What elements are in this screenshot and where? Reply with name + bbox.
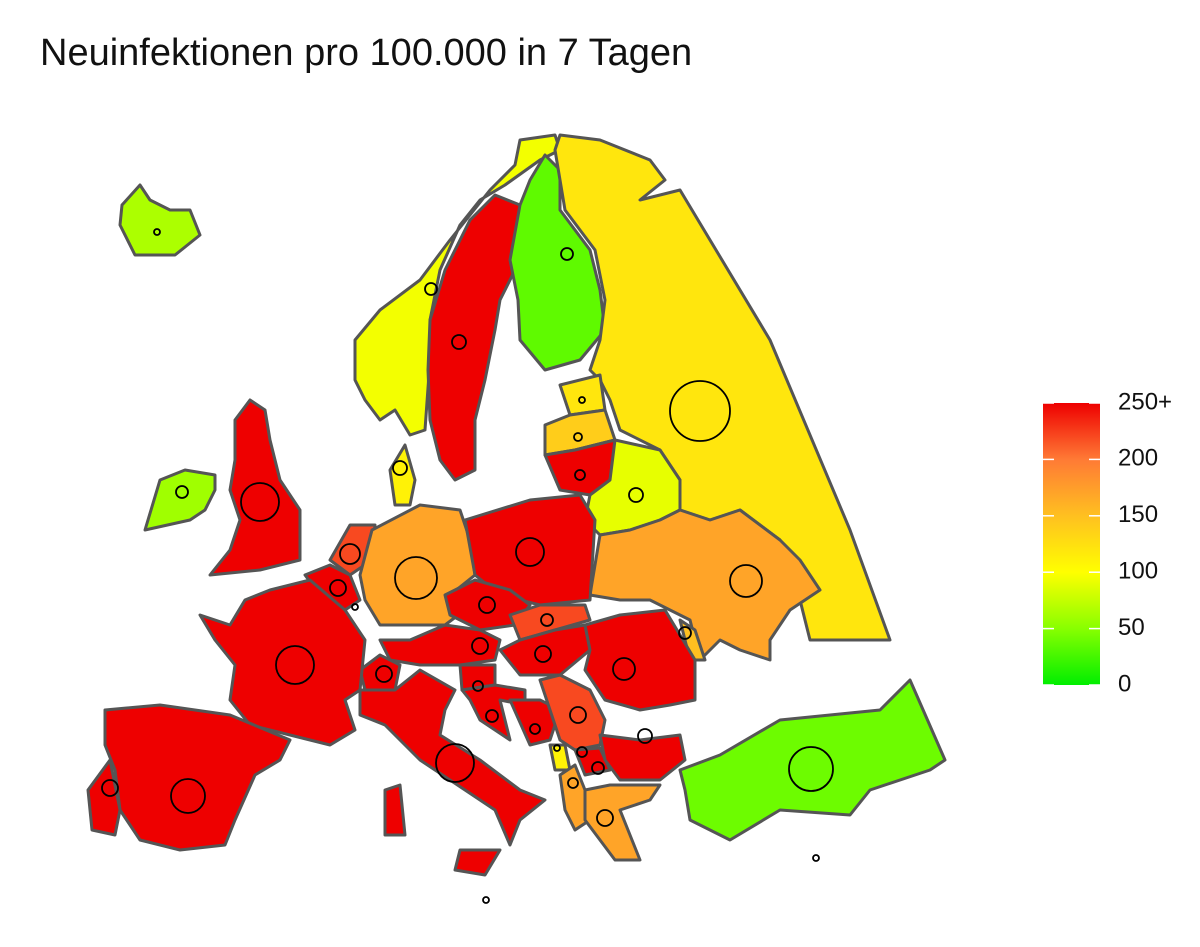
chart-title: Neuinfektionen pro 100.000 in 7 Tagen bbox=[40, 32, 692, 74]
region bbox=[103, 703, 292, 852]
colorbar bbox=[1043, 403, 1100, 685]
region bbox=[143, 468, 217, 532]
population-circle bbox=[534, 645, 552, 663]
region bbox=[588, 508, 822, 662]
population-circle bbox=[472, 680, 484, 692]
colorbar-label: 50 bbox=[1118, 614, 1145, 641]
region bbox=[86, 758, 122, 837]
population-circle bbox=[485, 709, 499, 723]
population-circle bbox=[375, 665, 393, 683]
regions bbox=[86, 133, 947, 877]
circles bbox=[101, 228, 834, 904]
region bbox=[353, 133, 562, 437]
region bbox=[558, 373, 607, 417]
region bbox=[208, 398, 302, 577]
region bbox=[383, 783, 407, 837]
region bbox=[583, 783, 662, 862]
population-circle bbox=[392, 460, 408, 476]
population-circle bbox=[788, 746, 834, 792]
region bbox=[358, 653, 402, 692]
region bbox=[358, 668, 547, 847]
population-circle bbox=[275, 645, 315, 685]
population-circle bbox=[591, 761, 605, 775]
population-circle bbox=[424, 282, 438, 296]
colorbar-label: 0 bbox=[1118, 670, 1131, 697]
region bbox=[378, 623, 502, 667]
population-circle bbox=[478, 596, 496, 614]
legend: 0 50 100 150 200 250+ bbox=[1043, 388, 1172, 697]
region bbox=[118, 183, 202, 257]
colorbar-label: 200 bbox=[1118, 445, 1158, 472]
population-circle bbox=[729, 564, 763, 598]
population-circle bbox=[574, 469, 586, 481]
population-circle bbox=[573, 432, 583, 442]
population-circle bbox=[553, 744, 561, 752]
population-circle bbox=[578, 396, 586, 404]
population-circle bbox=[329, 579, 347, 597]
population-circle bbox=[435, 743, 475, 783]
region bbox=[583, 608, 697, 712]
population-circle bbox=[637, 728, 653, 744]
population-circle bbox=[576, 746, 588, 758]
region bbox=[426, 193, 532, 482]
population-circle bbox=[451, 334, 467, 350]
population-circle bbox=[339, 543, 361, 565]
population-circle bbox=[170, 778, 206, 814]
population-circle bbox=[471, 637, 489, 655]
colorbar-label: 150 bbox=[1118, 501, 1158, 528]
population-circle bbox=[101, 779, 119, 797]
population-circle bbox=[669, 380, 731, 442]
population-circle bbox=[482, 896, 490, 904]
region bbox=[678, 678, 947, 842]
population-circle bbox=[540, 613, 554, 627]
population-circle bbox=[612, 657, 636, 681]
population-circle bbox=[153, 228, 161, 236]
population-circle bbox=[628, 487, 644, 503]
colorbar-label: 250+ bbox=[1118, 388, 1172, 415]
population-circle bbox=[529, 723, 541, 735]
region bbox=[573, 746, 612, 777]
population-circle bbox=[240, 482, 280, 522]
region bbox=[453, 848, 502, 877]
population-circle bbox=[678, 626, 692, 640]
region bbox=[538, 673, 607, 752]
population-circle bbox=[812, 854, 820, 862]
region bbox=[498, 623, 592, 677]
colorbar-label: 100 bbox=[1118, 558, 1158, 585]
region bbox=[598, 733, 687, 782]
population-circle bbox=[394, 556, 438, 600]
population-circle bbox=[515, 537, 545, 567]
region bbox=[198, 578, 367, 747]
population-circle bbox=[596, 809, 614, 827]
population-circle bbox=[175, 485, 189, 499]
population-circle bbox=[351, 603, 359, 611]
population-circle bbox=[567, 777, 579, 789]
population-circle bbox=[560, 247, 574, 261]
population-circle bbox=[569, 706, 587, 724]
